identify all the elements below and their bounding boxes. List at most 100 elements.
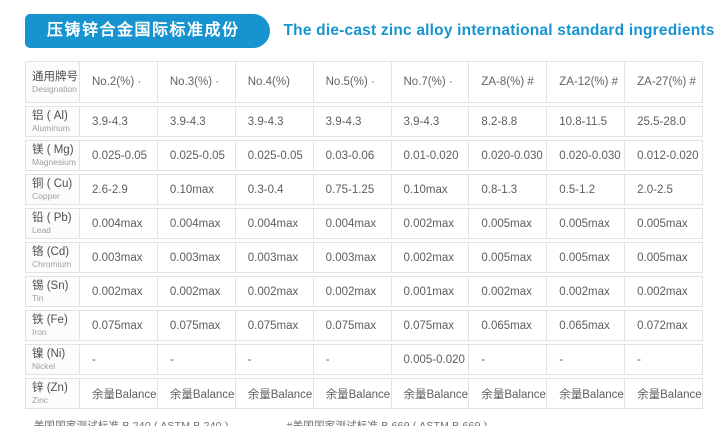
table-row: 铜 ( Cu) Copper 2.6-2.9 0.10max 0.3-0.4 0.75-1… <box>25 174 703 205</box>
table-cell: 0.03-0.06 <box>312 141 391 170</box>
table-cell: - <box>624 345 702 374</box>
designation-header-zh: 通用牌号 <box>32 70 78 83</box>
table-cell: - <box>79 345 157 374</box>
table-cell: 余量Balance <box>156 379 235 408</box>
table-header-row: 通用牌号 Designation No.2(%) · No.3(%) · No.… <box>25 61 703 103</box>
table-cell: 0.012-0.020 <box>624 141 702 170</box>
element-name-en: Magnesium <box>32 157 76 167</box>
table-cell: 0.020-0.030 <box>546 141 624 170</box>
table-cell: 0.025-0.05 <box>234 141 313 170</box>
column-header: ZA-27(%) # <box>624 62 702 102</box>
element-name-en: Nickel <box>32 361 56 371</box>
table-cell: 25.5-28.0 <box>624 107 702 136</box>
table-cell: 10.8-11.5 <box>546 107 624 136</box>
row-label: 铬 (Cd) Chromium <box>26 243 79 272</box>
table-cell: 0.005max <box>468 243 546 272</box>
element-name-zh: 铅 ( Pb) <box>32 212 72 224</box>
element-name-zh: 镁 ( Mg) <box>32 144 74 156</box>
row-label: 锡 (Sn) Tin <box>26 277 79 306</box>
table-cell: 余量Balance <box>546 379 624 408</box>
element-name-zh: 锡 (Sn) <box>32 280 69 292</box>
table-cell: 余量Balance <box>468 379 546 408</box>
table-row: 锌 (Zn) Zinc 余量Balance 余量Balance 余量Balance 余量B… <box>25 378 703 409</box>
column-header: ZA-8(%) # <box>468 62 546 102</box>
table-cell: 0.072max <box>624 311 702 340</box>
element-name-en: Tin <box>32 293 44 303</box>
page-title-pill: 压铸锌合金国际标准成份 <box>25 14 270 48</box>
table-cell: 0.5-1.2 <box>546 175 624 204</box>
table-row: 锡 (Sn) Tin 0.002max 0.002max 0.002max 0.002ma… <box>25 276 703 307</box>
table-cell: 0.004max <box>234 209 313 238</box>
table-cell: 余量Balance <box>234 379 313 408</box>
table-cell: 0.8-1.3 <box>468 175 546 204</box>
table-cell: 0.002max <box>156 277 235 306</box>
table-cell: 0.005max <box>624 243 702 272</box>
row-label: 锌 (Zn) Zinc <box>26 379 79 408</box>
table-cell: 3.9-4.3 <box>79 107 157 136</box>
column-header: No.4(%) <box>234 62 313 102</box>
table-cell: 0.004max <box>79 209 157 238</box>
title-bar: 压铸锌合金国际标准成份 The die-cast zinc alloy inte… <box>0 0 720 50</box>
page-title-en: The die-cast zinc alloy international st… <box>283 22 715 39</box>
row-label: 镍 (Ni) Nickel <box>26 345 79 374</box>
table-cell: 0.003max <box>156 243 235 272</box>
table-cell: 0.005max <box>546 209 624 238</box>
table-row: 镁 ( Mg) Magnesium 0.025-0.05 0.025-0.05 0.02… <box>25 140 703 171</box>
table-cell: 0.3-0.4 <box>234 175 313 204</box>
table-cell: 0.002max <box>468 277 546 306</box>
footnote-astm-b669: #美国国家测试标准 B 669 ( ASTM B 669 ) <box>286 420 488 426</box>
table-cell: 0.020-0.030 <box>468 141 546 170</box>
element-name-zh: 镍 (Ni) <box>32 348 66 360</box>
element-name-zh: 铬 (Cd) <box>32 246 70 258</box>
table-cell: 8.2-8.8 <box>468 107 546 136</box>
column-header: No.3(%) · <box>156 62 235 102</box>
table-cell: 0.075max <box>79 311 157 340</box>
table-cell: 0.005max <box>624 209 702 238</box>
table-cell: 3.9-4.3 <box>390 107 469 136</box>
table-cell: 0.01-0.020 <box>390 141 469 170</box>
designation-header-en: Designation <box>32 83 77 94</box>
designation-header-cell: 通用牌号 Designation <box>26 62 79 102</box>
table-cell: 0.075max <box>312 311 391 340</box>
table-cell: 0.002max <box>390 209 469 238</box>
table-cell: 0.004max <box>156 209 235 238</box>
table-cell: - <box>546 345 624 374</box>
ingredients-table: 通用牌号 Designation No.2(%) · No.3(%) · No.… <box>25 61 703 409</box>
table-cell: 0.10max <box>156 175 235 204</box>
table-cell: 3.9-4.3 <box>312 107 391 136</box>
column-header: No.5(%) · <box>312 62 391 102</box>
table-cell: 余量Balance <box>79 379 157 408</box>
table-row: 铁 (Fe) Iron 0.075max 0.075max 0.075max 0.075m… <box>25 310 703 341</box>
element-name-zh: 铝 ( Al) <box>32 110 68 122</box>
table-cell: 0.005max <box>546 243 624 272</box>
table-cell: - <box>468 345 546 374</box>
table-row: 铬 (Cd) Chromium 0.003max 0.003max 0.003max 0.… <box>25 242 703 273</box>
table-cell: 0.003max <box>234 243 313 272</box>
table-row: 镍 (Ni) Nickel - - - -0.005-0.020- - - <box>25 344 703 375</box>
table-cell: 3.9-4.3 <box>234 107 313 136</box>
table-row: 铝 ( Al) Aluminum 3.9-4.3 3.9-4.3 3.9-4.3 3.9-… <box>25 106 703 137</box>
table-cell: 0.10max <box>390 175 469 204</box>
element-name-zh: 铁 (Fe) <box>32 314 68 326</box>
footnotes: ·美国国家测试标准 B 240 ( ASTM B 240 ) #美国国家测试标准… <box>30 418 720 426</box>
table-cell: 2.0-2.5 <box>624 175 702 204</box>
table-cell: 0.065max <box>468 311 546 340</box>
table-cell: 0.005-0.020 <box>390 345 469 374</box>
column-header: ZA-12(%) # <box>546 62 624 102</box>
row-label: 铝 ( Al) Aluminum <box>26 107 79 136</box>
table-cell: 0.003max <box>312 243 391 272</box>
table-cell: 0.004max <box>312 209 391 238</box>
table-cell: 0.002max <box>624 277 702 306</box>
row-label: 铁 (Fe) Iron <box>26 311 79 340</box>
element-name-en: Aluminum <box>32 123 70 133</box>
row-label: 铅 ( Pb) Lead <box>26 209 79 238</box>
table-cell: 0.075max <box>156 311 235 340</box>
element-name-en: Zinc <box>32 395 49 405</box>
table-cell: 余量Balance <box>312 379 391 408</box>
table-cell: 0.002max <box>390 243 469 272</box>
table-cell: 0.75-1.25 <box>312 175 391 204</box>
table-cell: - <box>234 345 313 374</box>
table-cell: 余量Balance <box>624 379 702 408</box>
footnote-astm-b240: ·美国国家测试标准 B 240 ( ASTM B 240 ) <box>30 420 229 426</box>
